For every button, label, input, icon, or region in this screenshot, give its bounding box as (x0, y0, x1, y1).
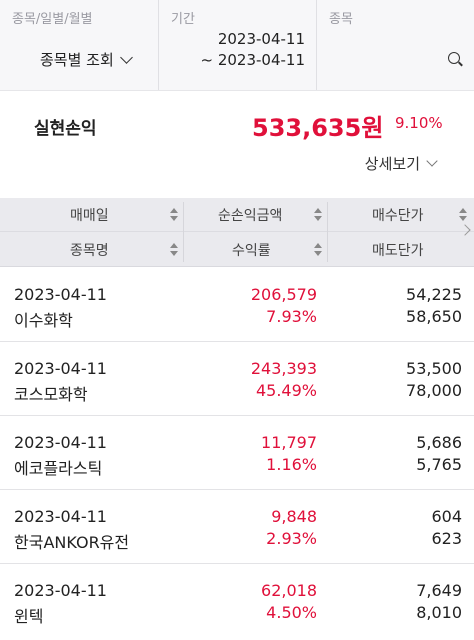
sort-asc-icon[interactable] (170, 243, 178, 248)
header-trade-date[interactable]: 매매일 (70, 208, 109, 224)
sort-asc-icon[interactable] (170, 208, 178, 213)
return-rate: 1.16% (266, 455, 317, 474)
trade-date: 2023-04-11 (14, 285, 107, 304)
query-type-select[interactable]: 종목별 조회 (40, 49, 133, 70)
sort-asc-icon[interactable] (314, 243, 322, 248)
return-rate: 4.50% (266, 603, 317, 622)
header-sell-price[interactable]: 매도단가 (372, 243, 424, 259)
sell-price: 5,765 (416, 455, 462, 474)
table-row[interactable]: 2023-04-11 윈텍 62,018 4.50% 7,649 8,010 (0, 563, 474, 637)
sort-asc-icon[interactable] (314, 208, 322, 213)
buy-price: 54,225 (406, 285, 462, 304)
query-type-value: 종목별 조회 (40, 51, 114, 69)
realized-pl-amount: 533,635원 (252, 114, 384, 142)
column-divider (327, 202, 328, 262)
trade-date: 2023-04-11 (14, 581, 107, 600)
chevron-down-icon (426, 155, 438, 167)
header-return-rate[interactable]: 수익률 (232, 243, 271, 259)
query-type-label: 종목/일별/월별 (12, 12, 93, 27)
net-pl: 243,393 (250, 359, 317, 378)
header-net-pl[interactable]: 순손익금액 (218, 208, 283, 224)
table-header: 매매일 순손익금액 매수단가 종목명 수익률 매도단가 (0, 198, 474, 267)
sort-desc-icon[interactable] (314, 251, 322, 256)
stock-label: 종목 (329, 12, 353, 27)
date-from[interactable]: 2023-04-11 (217, 30, 305, 48)
stock-name: 에코플라스틱 (14, 459, 103, 478)
detail-view-label: 상세보기 (364, 155, 420, 173)
stock-name: 이수화학 (14, 311, 73, 330)
net-pl: 206,579 (250, 285, 317, 304)
trade-date: 2023-04-11 (14, 507, 107, 526)
stock-name: 한국ANKOR유전 (14, 533, 130, 552)
column-divider (183, 202, 184, 262)
realized-pl-rate: 9.10% (395, 114, 443, 132)
header-stock-name[interactable]: 종목명 (70, 243, 109, 259)
sort-desc-icon[interactable] (314, 216, 322, 221)
buy-price: 7,649 (416, 581, 462, 600)
net-pl: 62,018 (261, 581, 317, 600)
buy-price: 5,686 (416, 433, 462, 452)
return-rate: 7.93% (266, 307, 317, 326)
sort-asc-icon[interactable] (459, 208, 467, 213)
stock-filter[interactable]: 종목 (316, 0, 474, 90)
search-icon[interactable] (448, 52, 460, 64)
buy-price: 53,500 (406, 359, 462, 378)
table-row[interactable]: 2023-04-11 코스모화학 243,393 45.49% 53,500 7… (0, 341, 474, 416)
sell-price: 58,650 (406, 307, 462, 326)
sell-price: 78,000 (406, 381, 462, 400)
chevron-down-icon (119, 50, 133, 64)
return-rate: 45.49% (255, 381, 317, 400)
sell-price: 623 (431, 529, 462, 548)
return-rate: 2.93% (266, 529, 317, 548)
trade-date: 2023-04-11 (14, 433, 107, 452)
sort-desc-icon[interactable] (459, 216, 467, 221)
header-buy-price[interactable]: 매수단가 (372, 208, 424, 224)
stock-name: 코스모화학 (14, 385, 88, 404)
trade-date: 2023-04-11 (14, 359, 107, 378)
period-filter[interactable]: 기간 2023-04-11 ~ 2023-04-11 (158, 0, 317, 90)
net-pl: 11,797 (261, 433, 317, 452)
table-row[interactable]: 2023-04-11 이수화학 206,579 7.93% 54,225 58,… (0, 267, 474, 342)
detail-view-button[interactable]: 상세보기 (364, 153, 438, 174)
sort-desc-icon[interactable] (170, 251, 178, 256)
date-to[interactable]: ~ 2023-04-11 (200, 51, 305, 69)
sort-desc-icon[interactable] (170, 216, 178, 221)
period-label: 기간 (171, 12, 195, 27)
net-pl: 9,848 (271, 507, 317, 526)
buy-price: 604 (431, 507, 462, 526)
query-type-filter[interactable]: 종목/일별/월별 종목별 조회 (0, 0, 158, 90)
header-divider (0, 231, 474, 232)
filter-bar: 종목/일별/월별 종목별 조회 기간 2023-04-11 ~ 2023-04-… (0, 0, 474, 91)
stock-name: 윈텍 (14, 607, 44, 626)
table-row[interactable]: 2023-04-11 에코플라스틱 11,797 1.16% 5,686 5,7… (0, 415, 474, 490)
table-row[interactable]: 2023-04-11 한국ANKOR유전 9,848 2.93% 604 623 (0, 489, 474, 564)
sell-price: 8,010 (416, 603, 462, 622)
realized-pl-label: 실현손익 (34, 119, 97, 139)
